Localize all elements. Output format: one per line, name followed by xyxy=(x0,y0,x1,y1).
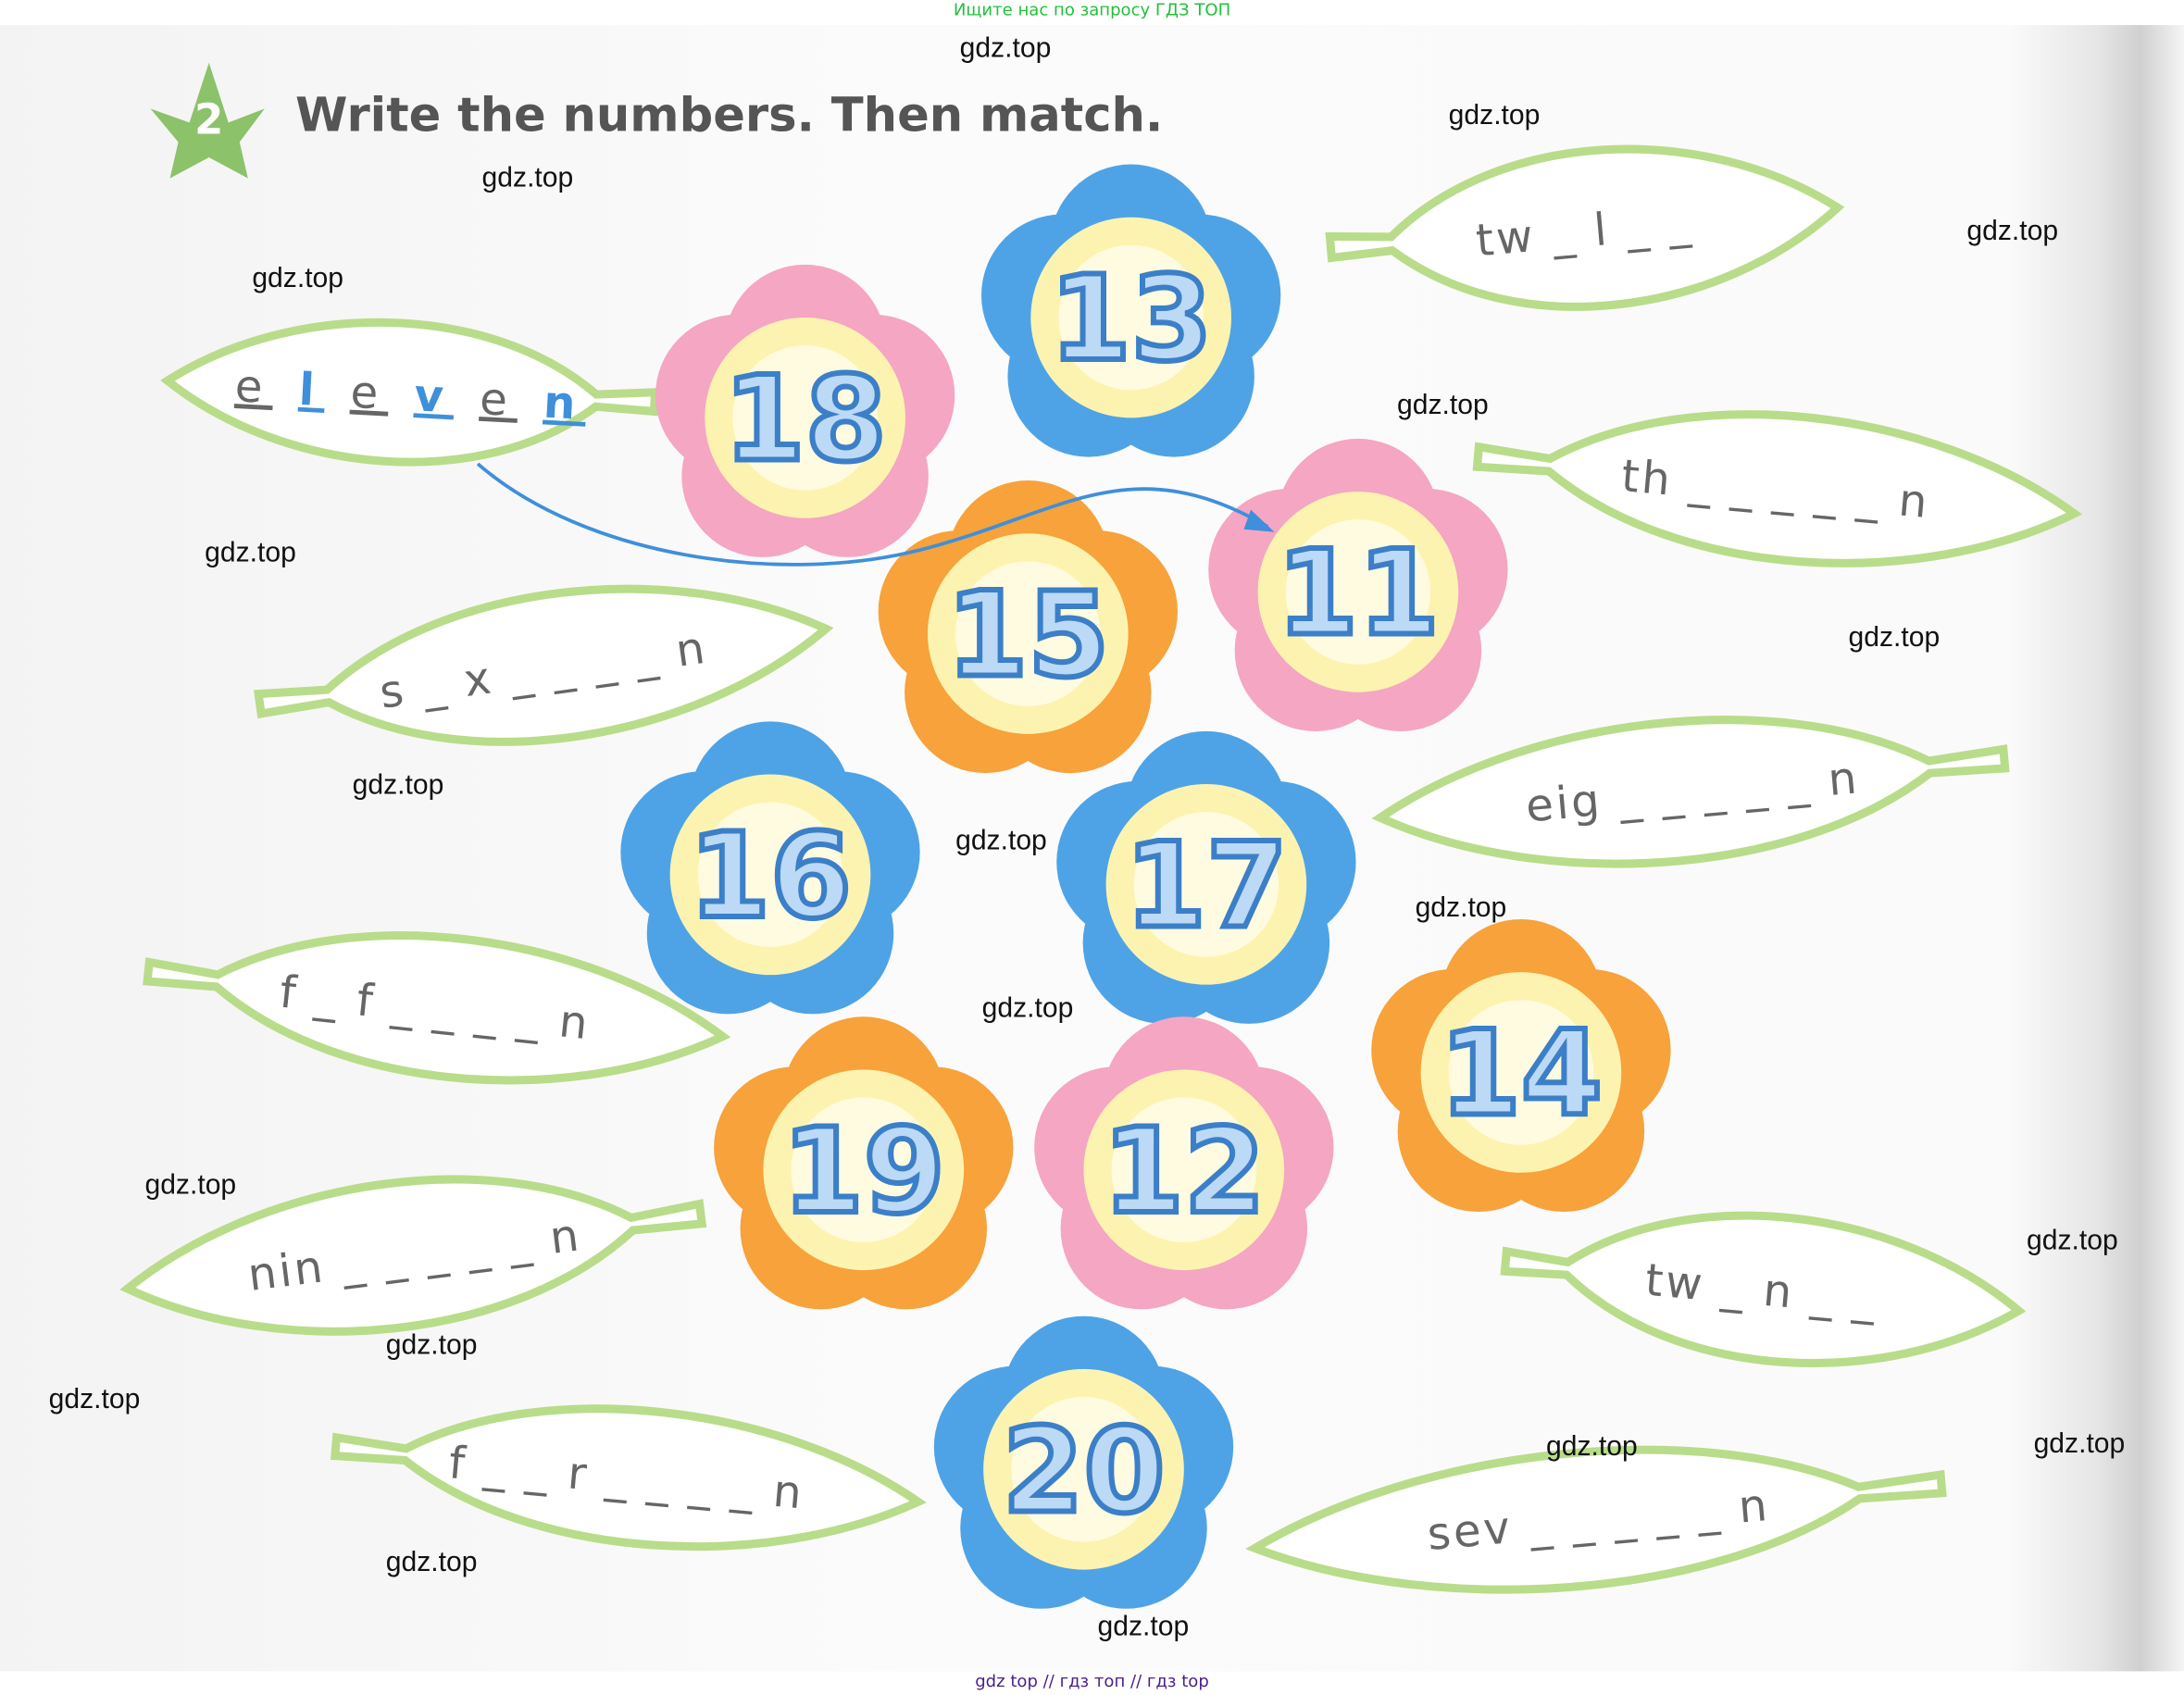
watermark: gdz.top xyxy=(1848,622,1941,654)
exercise-title: Write the numbers. Then match. xyxy=(295,88,1163,143)
watermark: gdz.top xyxy=(385,1547,478,1578)
watermark: gdz.top xyxy=(981,992,1074,1024)
watermark: gdz.top xyxy=(2027,1225,2118,1257)
flower-11: 11 xyxy=(1208,438,1508,731)
word-leaf: eig _ _ _ _ _ n xyxy=(1371,716,2010,868)
search-hint: Ищите нас по запросу ГДЗ ТОП xyxy=(953,0,1231,20)
watermark: gdz.top xyxy=(955,826,1047,857)
watermark: gdz.top xyxy=(144,1169,237,1201)
word-leaf: th _ _ _ _ _ n xyxy=(1472,410,2083,567)
watermark: gdz.top xyxy=(1966,216,2059,247)
flower-number: 15 xyxy=(946,567,1109,704)
word-leaf: f _ _ r _ _ _ _ n xyxy=(330,1404,927,1552)
flower-number: 12 xyxy=(1103,1103,1266,1240)
watermark: gdz.top xyxy=(481,163,574,194)
watermark: gdz.top xyxy=(252,263,344,294)
flower-20: 20 xyxy=(933,1315,1234,1609)
watermark: gdz.top xyxy=(2033,1428,2126,1460)
arrowhead-icon xyxy=(1243,509,1275,532)
watermark: gdz.top xyxy=(205,537,296,568)
flower-number: 16 xyxy=(689,808,852,944)
flower-16: 16 xyxy=(620,721,920,1015)
star-icon: 2 xyxy=(150,62,265,179)
flower-18: 18 xyxy=(655,264,955,557)
footer-links: gdz top // гдз топ // гдз top xyxy=(975,1671,1209,1691)
exercise-illustration: 2 Write the numbers. Then match. e l e v… xyxy=(119,62,2083,1609)
watermark: gdz.top xyxy=(1415,892,1507,924)
watermark: gdz.top xyxy=(1448,100,1541,131)
flower-14: 14 xyxy=(1371,918,1671,1213)
word-leaf: s _ x _ _ _ _ n xyxy=(254,584,834,746)
watermark: gdz.top xyxy=(1545,1431,1638,1463)
watermark: gdz.top xyxy=(352,769,444,802)
word-leaf: e l e v e n xyxy=(160,318,660,467)
watermark: gdz.top xyxy=(385,1329,478,1361)
word-leaf: nin _ _ _ _ _ n xyxy=(119,1175,707,1336)
exercise-number: 2 xyxy=(194,94,223,143)
watermark: gdz.top xyxy=(1397,390,1489,421)
leaf-word: e l e v e n xyxy=(234,360,588,430)
flower-12: 12 xyxy=(1034,1016,1334,1310)
word-leaf: sev _ _ _ _ _ n xyxy=(1245,1445,1947,1594)
flower-13: 13 xyxy=(980,164,1281,457)
watermark: gdz.top xyxy=(1097,1611,1190,1642)
word-leaf: tw _ n _ _ xyxy=(1500,1211,2027,1367)
watermark: gdz.top xyxy=(48,1384,141,1415)
flower-19: 19 xyxy=(714,1016,1014,1310)
flower-number: 13 xyxy=(1050,251,1213,387)
flower-number: 18 xyxy=(724,351,887,487)
match-arrow xyxy=(476,462,1269,567)
word-leaf: f _ f _ _ _ _ n xyxy=(143,931,731,1085)
flower-number: 14 xyxy=(1440,1006,1603,1142)
flower-number: 19 xyxy=(782,1103,945,1240)
flower-number: 20 xyxy=(1003,1402,1166,1539)
textbook-page: 2 Write the numbers. Then match. e l e v… xyxy=(0,25,2184,1672)
watermark: gdz.top xyxy=(959,33,1052,65)
flower-15: 15 xyxy=(878,480,1178,774)
flower-17: 17 xyxy=(1056,730,1356,1024)
word-leaf: tw _ l _ _ xyxy=(1325,144,1845,311)
flower-number: 17 xyxy=(1125,817,1288,953)
flower-number: 11 xyxy=(1277,526,1440,662)
